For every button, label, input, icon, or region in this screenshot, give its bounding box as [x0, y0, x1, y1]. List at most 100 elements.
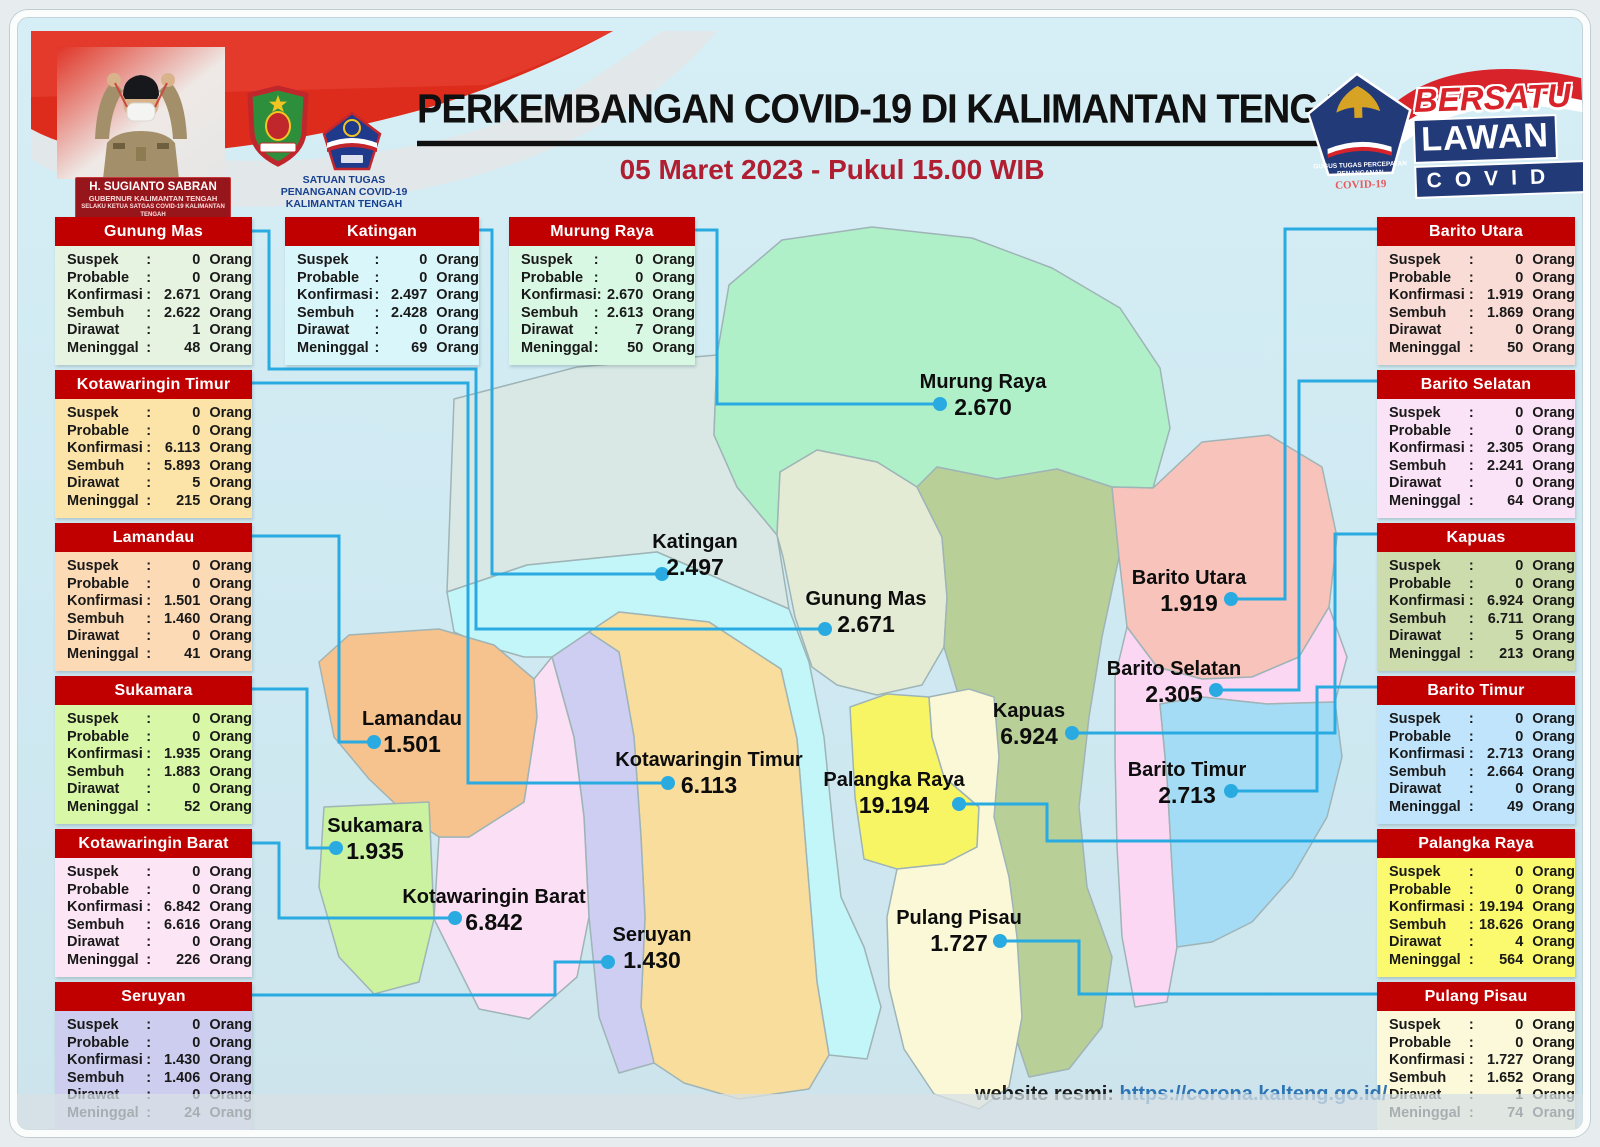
map-label-seruyan: Seruyan 1.430	[613, 924, 692, 973]
row-colon: :	[146, 798, 152, 815]
row-label: Meninggal	[297, 339, 369, 356]
row-unit: Orang	[209, 899, 253, 916]
stat-row-konfirmasi: Konfirmasi:2.671 Orang	[67, 287, 252, 305]
row-label: Konfirmasi	[1389, 593, 1465, 610]
row-colon: :	[146, 1052, 152, 1069]
row-colon: :	[1468, 269, 1474, 286]
row-value: 0	[1515, 1034, 1524, 1051]
row-value: 0	[1515, 575, 1524, 592]
row-value: 19.194	[1478, 899, 1524, 916]
row-unit: Orang	[209, 728, 253, 745]
row-value: 1.883	[164, 763, 201, 780]
row-unit: Orang	[1532, 763, 1575, 780]
row-colon: :	[146, 339, 152, 356]
row-unit: Orang	[1532, 934, 1575, 951]
row-unit: Orang	[209, 951, 253, 968]
row-colon: :	[1468, 628, 1474, 645]
row-value: 1.727	[1487, 1052, 1524, 1069]
row-unit: Orang	[1532, 798, 1575, 815]
stat-row-suspek: Suspek: 0 Orang	[1389, 711, 1575, 729]
row-unit: Orang	[1532, 864, 1575, 880]
row-value: 52	[184, 798, 201, 815]
stat-row-suspek: Suspek: 0 Orang	[1389, 252, 1575, 270]
row-unit: Orang	[209, 422, 253, 439]
row-unit: Orang	[1532, 593, 1575, 610]
row-label: Sembuh	[1389, 916, 1447, 933]
row-unit: Orang	[1532, 628, 1575, 645]
stat-row-konfirmasi: Konfirmasi:1.501 Orang	[67, 593, 252, 611]
row-colon: :	[146, 440, 152, 457]
stat-box-palangka-raya: Palangka Raya Suspek: 0 Orang Probable: 0 Oran…	[1377, 829, 1575, 977]
row-unit: Orang	[209, 575, 253, 592]
stat-box-header: Sukamara	[55, 676, 252, 705]
row-colon: :	[1468, 422, 1474, 439]
row-unit: Orang	[652, 304, 695, 321]
row-colon: :	[374, 287, 380, 304]
map-label-name: Murung Raya	[919, 371, 1047, 393]
row-value: 2.670	[607, 287, 644, 304]
stat-row-suspek: Suspek: 0 Orang	[1389, 1017, 1575, 1035]
row-label: Dirawat	[67, 781, 120, 798]
stat-row-sembuh: Sembuh:2.428 Orang	[297, 305, 479, 323]
row-label: Konfirmasi	[1389, 899, 1465, 916]
row-colon: :	[1468, 645, 1474, 662]
row-label: Meninggal	[521, 339, 593, 356]
stat-row-suspek: Suspek: 0 Orang	[521, 252, 695, 270]
row-value: 2.622	[164, 304, 201, 321]
stat-row-konfirmasi: Konfirmasi:2.305 Orang	[1389, 440, 1575, 458]
satgas-label: SATUAN TUGAS PENANGANAN COVID-19 KALIMAN…	[279, 174, 409, 210]
row-unit: Orang	[1532, 916, 1575, 933]
row-colon: :	[1468, 881, 1474, 898]
row-colon: :	[596, 287, 602, 304]
row-value: 0	[192, 575, 201, 592]
row-colon: :	[146, 746, 152, 763]
row-label: Sembuh	[67, 916, 125, 933]
row-value: 2.613	[606, 304, 644, 321]
row-label: Sembuh	[67, 763, 125, 780]
row-value: 0	[192, 1017, 201, 1033]
row-unit: Orang	[436, 322, 479, 339]
row-unit: Orang	[1532, 881, 1575, 898]
row-colon: :	[146, 916, 152, 933]
row-label: Probable	[1389, 269, 1452, 286]
row-label: Suspek	[1389, 252, 1441, 268]
row-unit: Orang	[209, 558, 253, 574]
map-label-value: 1.935	[346, 838, 404, 864]
row-label: Suspek	[67, 558, 119, 574]
row-unit: Orang	[209, 746, 253, 763]
stat-row-probable: Probable: 0 Orang	[1389, 576, 1575, 594]
stat-row-meninggal: Meninggal: 213 Orang	[1389, 646, 1575, 664]
row-label: Dirawat	[1389, 781, 1442, 798]
row-value: 0	[192, 422, 201, 439]
row-colon: :	[1468, 781, 1474, 798]
row-colon: :	[146, 864, 152, 880]
row-unit: Orang	[1532, 1017, 1575, 1033]
satgas-pentagon-logo	[322, 111, 382, 171]
row-value: 0	[192, 252, 201, 268]
row-colon: :	[374, 339, 380, 356]
row-value: 69	[411, 339, 428, 356]
map-label-barito-utara: Barito Utara 1.919	[1132, 567, 1246, 616]
stat-box-kapuas: Kapuas Suspek:0 Orang Probable:0 Orang Konfir…	[1377, 523, 1575, 671]
row-value: 213	[1499, 645, 1524, 662]
stat-row-konfirmasi: Konfirmasi:2.670 Orang	[521, 287, 695, 305]
row-label: Konfirmasi	[1389, 746, 1465, 763]
row-value: 0	[1515, 322, 1524, 339]
governor-role2: SELAKU KETUA SATGAS COVID-19 KALIMANTAN …	[81, 204, 225, 218]
row-colon: :	[146, 252, 152, 268]
row-colon: :	[374, 304, 380, 321]
stat-row-dirawat: Dirawat: 0 Orang	[1389, 475, 1575, 493]
map-label-value: 2.713	[1158, 782, 1216, 808]
stat-row-probable: Probable: 0 Orang	[521, 270, 695, 288]
row-colon: :	[146, 645, 152, 662]
row-value: 4	[1515, 934, 1524, 951]
governor-photo	[57, 47, 225, 179]
row-value: 5.893	[164, 457, 201, 474]
row-label: Meninggal	[1389, 798, 1461, 815]
row-label: Meninggal	[1389, 339, 1461, 356]
row-colon: :	[1468, 304, 1474, 321]
row-value: 2.671	[164, 287, 201, 304]
row-colon: :	[1468, 1052, 1474, 1069]
stat-row-dirawat: Dirawat: 0 Orang	[67, 781, 252, 799]
